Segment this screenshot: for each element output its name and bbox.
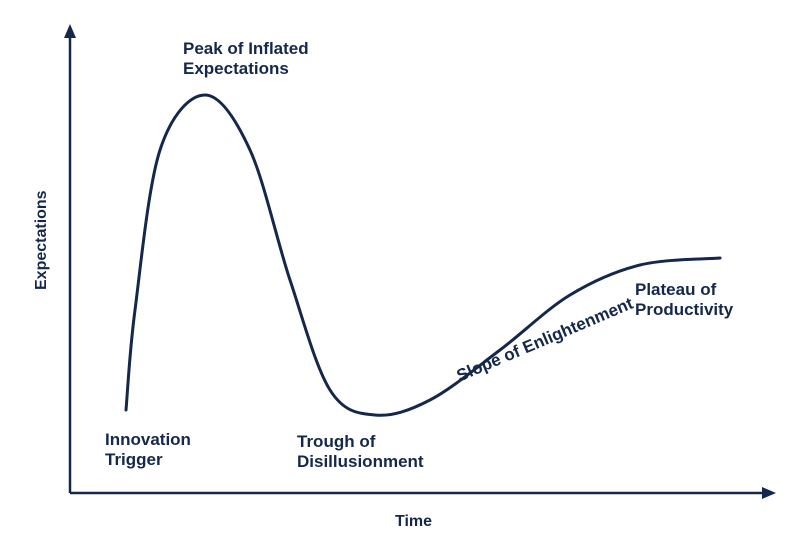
x-axis-arrow — [762, 487, 776, 499]
phase-label-plateau: Plateau of Productivity — [635, 280, 733, 321]
x-axis-label: Time — [395, 513, 432, 531]
hype-curve — [126, 95, 720, 415]
y-axis-label: Expectations — [33, 190, 51, 290]
phase-label-trough: Trough of Disillusionment — [297, 432, 424, 473]
phase-label-peak: Peak of Inflated Expectations — [183, 39, 309, 80]
hype-cycle-chart: Expectations Time Innovation Trigger Pea… — [0, 0, 800, 543]
phase-label-innovation-trigger: Innovation Trigger — [105, 430, 191, 471]
y-axis-arrow — [64, 24, 76, 38]
